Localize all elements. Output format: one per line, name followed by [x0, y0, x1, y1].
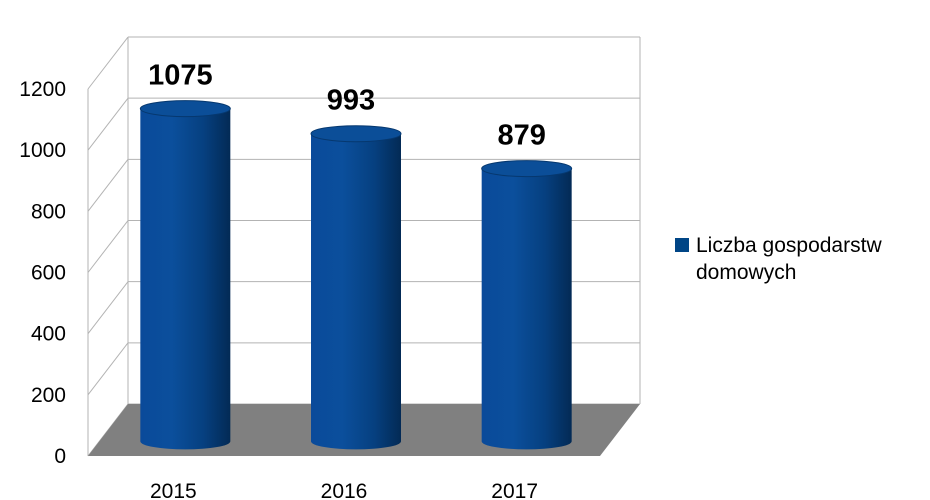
- y-tick-label: 600: [31, 262, 66, 285]
- bar-top: [139, 100, 231, 118]
- data-label: 993: [327, 85, 375, 117]
- y-tick-label: 800: [31, 200, 66, 223]
- x-tick-label: 2016: [321, 480, 368, 500]
- y-tick-label: 1200: [19, 78, 66, 101]
- y-tick-label: 0: [54, 445, 66, 468]
- gridline-side: [87, 342, 129, 396]
- bars-layer: [139, 100, 573, 450]
- bar: [139, 100, 231, 450]
- data-label: 1075: [148, 60, 213, 92]
- gridline-side: [87, 159, 129, 212]
- bar: [310, 125, 402, 450]
- y-tick-label: 1000: [19, 139, 66, 162]
- labels-layer: 0 200 400 600 800 1000 1200 1075 2015 993 2016 879 2…: [19, 60, 546, 500]
- x-tick-label: 2015: [150, 480, 197, 500]
- bar-body: [140, 108, 231, 450]
- data-label: 879: [497, 120, 545, 152]
- x-tick-label: 2017: [491, 480, 538, 500]
- legend: Liczba gospodarstw domowych: [675, 232, 930, 286]
- gridline-side: [87, 36, 129, 90]
- y-tick-label: 400: [31, 323, 66, 346]
- bar: [481, 160, 573, 450]
- gridline-side: [87, 220, 129, 273]
- legend-swatch: [675, 238, 689, 252]
- bar-top: [481, 160, 573, 178]
- y-tick-label: 200: [31, 384, 66, 407]
- bar-top: [310, 125, 402, 143]
- bar-body: [481, 168, 572, 450]
- bar-body: [311, 133, 401, 450]
- gridline-side: [87, 281, 129, 334]
- gridline-side: [87, 97, 129, 151]
- legend-entry-label: Liczba gospodarstw domowych: [696, 234, 882, 284]
